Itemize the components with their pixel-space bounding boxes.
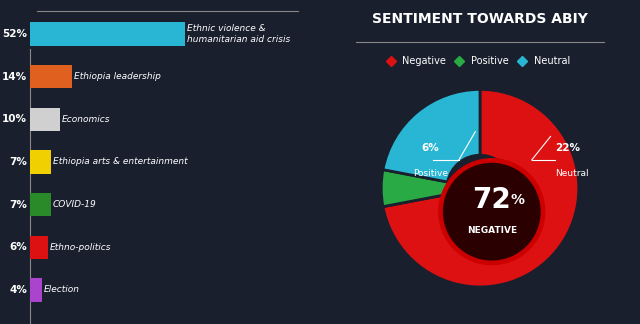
Text: 72: 72 (472, 186, 511, 214)
Text: COVID-19: COVID-19 (52, 200, 97, 209)
Bar (30, 108, 60, 131)
Text: 7%: 7% (10, 157, 28, 167)
Text: NEGATIVE: NEGATIVE (467, 226, 517, 235)
Bar (30, 278, 42, 302)
Text: Economics: Economics (61, 115, 110, 124)
Circle shape (444, 164, 540, 260)
Text: %: % (511, 193, 525, 207)
Text: Positive: Positive (413, 169, 448, 178)
Bar (30, 193, 51, 216)
Text: 14%: 14% (2, 72, 28, 82)
Wedge shape (383, 89, 480, 182)
Bar (30, 236, 48, 259)
Bar (30, 65, 72, 88)
Bar (30, 150, 51, 174)
Text: Ethiopia arts & entertainment: Ethiopia arts & entertainment (52, 157, 188, 167)
Text: Negative: Negative (403, 56, 446, 66)
Wedge shape (383, 89, 579, 287)
Text: Ethiopia leadership: Ethiopia leadership (74, 72, 161, 81)
Text: 4%: 4% (10, 285, 28, 295)
Circle shape (439, 159, 545, 265)
Text: 52%: 52% (3, 29, 28, 39)
Wedge shape (381, 170, 447, 207)
Text: 10%: 10% (3, 114, 28, 124)
Bar (30, 22, 186, 46)
Text: 6%: 6% (422, 143, 440, 153)
Text: 7%: 7% (10, 200, 28, 210)
Text: 6%: 6% (10, 242, 28, 252)
Text: SENTIMENT TOWARDS ABIY: SENTIMENT TOWARDS ABIY (372, 12, 588, 26)
Text: Neutral: Neutral (556, 169, 589, 178)
Text: 22%: 22% (556, 143, 580, 153)
Text: Ethno-politics: Ethno-politics (50, 243, 111, 252)
Text: Election: Election (44, 285, 80, 295)
Text: Ethnic violence &
humanitarian aid crisis: Ethnic violence & humanitarian aid crisi… (187, 24, 290, 44)
Text: Neutral: Neutral (534, 56, 570, 66)
Text: Positive: Positive (470, 56, 508, 66)
